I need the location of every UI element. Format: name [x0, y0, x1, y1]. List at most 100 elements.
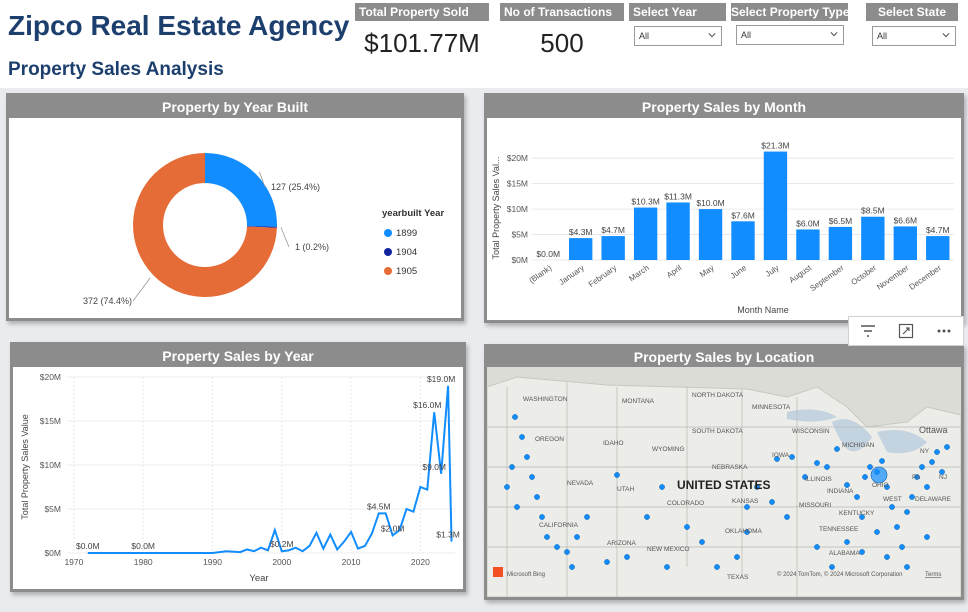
map-data-point [624, 554, 630, 560]
map-label-nevada: NEVADA [567, 480, 594, 487]
line-y-tick: $15M [40, 416, 61, 426]
bar-data-label: $4.3M [569, 227, 593, 237]
map-data-point [929, 459, 935, 465]
map-data-point [844, 539, 850, 545]
map-data-point [939, 469, 945, 475]
state-dropdown-value: All [877, 31, 888, 41]
bar-data-label: $7.6M [731, 210, 755, 220]
bar-March [633, 207, 658, 260]
map-data-point [714, 564, 720, 570]
bar-y-axis-title: Total Property Sales Val... [491, 157, 501, 260]
map-label-pa: PA [912, 474, 921, 481]
bar-x-axis-title: Month Name [737, 305, 789, 315]
bar-y-tick: $15M [507, 179, 528, 189]
panel-sales-by-year-title: Property Sales by Year [13, 345, 463, 367]
kpi-transactions: No of Transactions 500 [500, 3, 624, 59]
panel-year-built[interactable]: Property by Year Built 127 (25.4%) 1 (0.2… [6, 93, 464, 321]
map-data-point [894, 524, 900, 530]
donut-legend-title: yearbuilt Year [382, 208, 444, 219]
map-data-point [934, 449, 940, 455]
bar-y-tick: $10M [507, 204, 528, 214]
page-subtitle: Property Sales Analysis [8, 59, 224, 80]
panel-sales-by-location-title: Property Sales by Location [487, 347, 961, 367]
map-data-point [914, 474, 920, 480]
map-terms-link[interactable]: Terms [925, 572, 941, 578]
state-dropdown[interactable]: All [872, 26, 956, 46]
slicer-property-type-label: Select Property Type [731, 3, 848, 21]
line-chart: $0M $5M $10M $15M $20M 1970 1980 1990 2000 2010 20… [20, 372, 460, 584]
map-label-ohio: OHIO [872, 482, 889, 489]
map-label-michigan: MICHIGAN [842, 442, 875, 449]
map-data-point [862, 474, 868, 480]
donut-chart: 127 (25.4%) 1 (0.2%) 372 (74.4%) yearbuilt … [83, 153, 444, 306]
year-dropdown[interactable]: All [634, 26, 722, 46]
bar-x-tick: (Blank) [527, 263, 553, 285]
donut-slice-1904 [246, 226, 277, 228]
map-data-point [664, 564, 670, 570]
line-data-label: $0.0M [131, 541, 155, 551]
bar-x-tick: July [764, 263, 781, 279]
line-y-tick: $20M [40, 372, 61, 382]
map-label-indiana: INDIANA [827, 488, 854, 495]
panel-sales-by-year[interactable]: Property Sales by Year $0M $5M $10M $15M $20… [10, 342, 466, 592]
map-label-texas: TEXAS [727, 574, 749, 581]
line-data-label: $0.2M [270, 539, 294, 549]
kpi-total-property-sold: Total Property Sold $101.77M [355, 3, 489, 59]
map[interactable]: WASHINGTON MONTANA NORTH DAKOTA MINNESOTA OR… [487, 367, 961, 597]
bar-April [666, 202, 690, 260]
line-data-label: $19.0M [427, 374, 455, 384]
map-data-point [867, 464, 873, 470]
map-label-oregon: OREGON [535, 436, 564, 443]
map-data-point [874, 529, 880, 535]
bar-x-tick: October [850, 263, 879, 287]
bar-x-tick: May [698, 263, 716, 279]
line-data-label: $2.0M [381, 523, 405, 533]
map-data-point [524, 454, 530, 460]
kpi-transactions-value: 500 [540, 28, 584, 58]
donut-slice-1905 [133, 153, 277, 297]
map-data-point [539, 514, 545, 520]
line-x-axis-title: Year [249, 573, 268, 584]
map-label-colorado: COLORADO [667, 500, 704, 507]
bar-January [569, 238, 593, 260]
panel-sales-by-month[interactable]: Property Sales by Month $0M $5M $10M $15M $2… [484, 93, 964, 323]
map-data-point [534, 494, 540, 500]
great-lake-superior [787, 409, 837, 422]
map-data-point [604, 559, 610, 565]
map-label-montana: MONTANA [622, 398, 655, 405]
line-y-tick: $0M [44, 548, 61, 558]
map-label-california: CALIFORNIA [539, 522, 579, 529]
property-type-dropdown[interactable]: All [736, 25, 844, 45]
map-data-point [859, 549, 865, 555]
bar-September [828, 226, 853, 260]
panel-sales-by-location[interactable]: Property Sales by Location WASHINGTON MON… [484, 344, 964, 600]
map-data-point [789, 454, 795, 460]
line-data-label: $16.0M [413, 400, 441, 410]
line-y-axis-title: Total Property Sales Value [20, 414, 30, 519]
map-data-point [854, 494, 860, 500]
map-label-minnesota: MINNESOTA [752, 404, 791, 411]
line-data-label: $4.5M [367, 501, 391, 511]
map-data-point [574, 534, 580, 540]
map-label-illinois: ILLINOIS [805, 476, 832, 483]
bar-data-label: $6.6M [893, 215, 917, 225]
line-x-tick: 2000 [272, 557, 291, 567]
map-data-point [564, 549, 570, 555]
map-data-point [744, 529, 750, 535]
more-options-icon[interactable] [932, 319, 956, 343]
bar-data-label: $4.7M [926, 225, 950, 235]
chevron-down-icon [942, 33, 950, 38]
bar-x-tick: November [875, 263, 911, 292]
line-data-label: $0.0M [76, 541, 100, 551]
map-label-oklahoma: OKLAHOMA [725, 528, 763, 535]
focus-mode-icon[interactable] [894, 319, 918, 343]
map-label-new-mexico: NEW MEXICO [647, 546, 690, 553]
map-data-point [944, 444, 950, 450]
donut-leader-line [280, 227, 290, 248]
line-data-label: $9.0M [422, 462, 446, 472]
bar-June [731, 221, 755, 260]
legend-label-1905: 1905 [396, 266, 417, 277]
bar-May [698, 209, 723, 260]
legend-label-1904: 1904 [396, 247, 417, 258]
filter-icon[interactable] [856, 319, 880, 343]
